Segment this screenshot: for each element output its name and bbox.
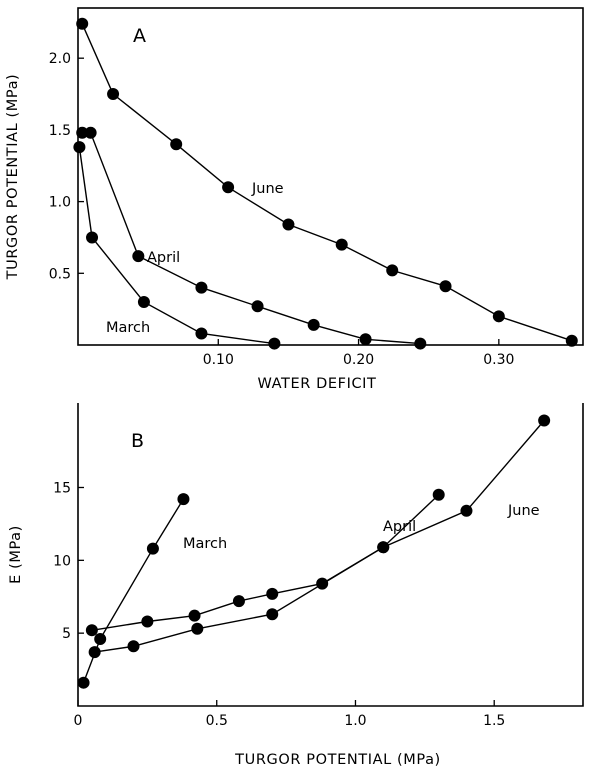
panel-label: B — [131, 430, 144, 452]
plot-frame — [77, 403, 584, 707]
data-point-june — [191, 622, 204, 635]
y-tick-label: 1.0 — [49, 195, 71, 211]
y-tick-label: 15 — [53, 480, 71, 496]
data-point-april — [85, 624, 98, 637]
panel-label: A — [133, 25, 146, 47]
data-point-april — [188, 609, 201, 622]
data-point-march — [177, 493, 190, 506]
series-label-march: March — [106, 320, 150, 336]
data-point-june — [107, 88, 120, 101]
data-point-june — [565, 334, 578, 347]
data-point-april — [141, 615, 154, 628]
y-tick-label: 5 — [62, 626, 71, 642]
y-tick-label: 1.5 — [49, 123, 71, 139]
x-tick-label: 1.0 — [344, 713, 366, 729]
x-axis-title: TURGOR POTENTIAL (MPa) — [234, 752, 441, 768]
data-point-june — [282, 218, 295, 231]
data-point-april — [76, 126, 89, 139]
data-point-june — [492, 310, 505, 323]
series-line-june — [94, 420, 545, 653]
data-point-june — [439, 280, 452, 293]
series-label-april: April — [147, 250, 180, 266]
data-point-june — [127, 640, 140, 653]
data-point-june — [266, 608, 279, 621]
data-point-june — [386, 264, 399, 277]
data-point-april — [414, 337, 427, 350]
y-axis-title: E (MPa) — [8, 525, 24, 584]
data-point-april — [307, 318, 320, 331]
x-tick-label: 0.10 — [203, 352, 234, 368]
data-point-april — [359, 333, 372, 346]
x-tick-label: 0 — [74, 713, 83, 729]
data-point-april — [195, 281, 208, 294]
data-point-march — [77, 676, 90, 689]
data-point-april — [432, 488, 445, 501]
x-tick-label: 0.20 — [343, 352, 374, 368]
data-point-march — [195, 327, 208, 340]
series-line-march — [78, 147, 275, 345]
series-line-march — [82, 498, 184, 683]
y-axis-title: TURGOR POTENTIAL (MPa) — [5, 74, 21, 281]
data-point-march — [268, 337, 281, 350]
series-line-april — [82, 132, 421, 345]
chart-panel-a: 0.10 0.20 0.30 0.5 1.0 1.5 2.0 WATER DEFICIT TUR… — [5, 7, 584, 392]
y-tick-label: 10 — [53, 553, 71, 569]
series-line-april — [91, 494, 440, 631]
data-point-june — [377, 541, 390, 554]
data-point-march — [86, 231, 99, 244]
series-label-april: April — [383, 519, 416, 535]
chart-panel-b: 0 0.5 1.0 1.5 5 10 15 TURGOR POTENTIAL (MPa) E (… — [8, 403, 584, 768]
data-point-march — [94, 632, 107, 645]
y-tick-label: 2.0 — [49, 51, 71, 67]
data-point-june — [538, 414, 551, 427]
data-point-june — [76, 17, 89, 30]
data-point-june — [222, 181, 235, 194]
x-axis-title: WATER DEFICIT — [257, 376, 376, 392]
data-point-june — [335, 238, 348, 251]
x-tick-label: 0.5 — [206, 713, 228, 729]
series-line-june — [81, 23, 573, 342]
series-label-june: June — [507, 503, 540, 519]
data-point-june — [460, 504, 473, 517]
data-point-april — [84, 126, 97, 139]
data-point-april — [132, 250, 145, 263]
data-point-march — [137, 295, 150, 308]
data-point-june — [170, 138, 183, 151]
data-point-april — [251, 300, 264, 313]
data-point-march — [73, 141, 86, 154]
series-label-june: June — [251, 181, 284, 197]
data-point-april — [232, 595, 245, 608]
x-tick-label: 1.5 — [483, 713, 505, 729]
data-point-june — [88, 646, 101, 659]
y-tick-label: 0.5 — [49, 266, 71, 282]
data-point-april — [266, 587, 279, 600]
plot-frame — [77, 7, 584, 346]
x-tick-label: 0.30 — [483, 352, 514, 368]
data-point-march — [146, 542, 159, 555]
series-label-march: March — [183, 536, 227, 552]
